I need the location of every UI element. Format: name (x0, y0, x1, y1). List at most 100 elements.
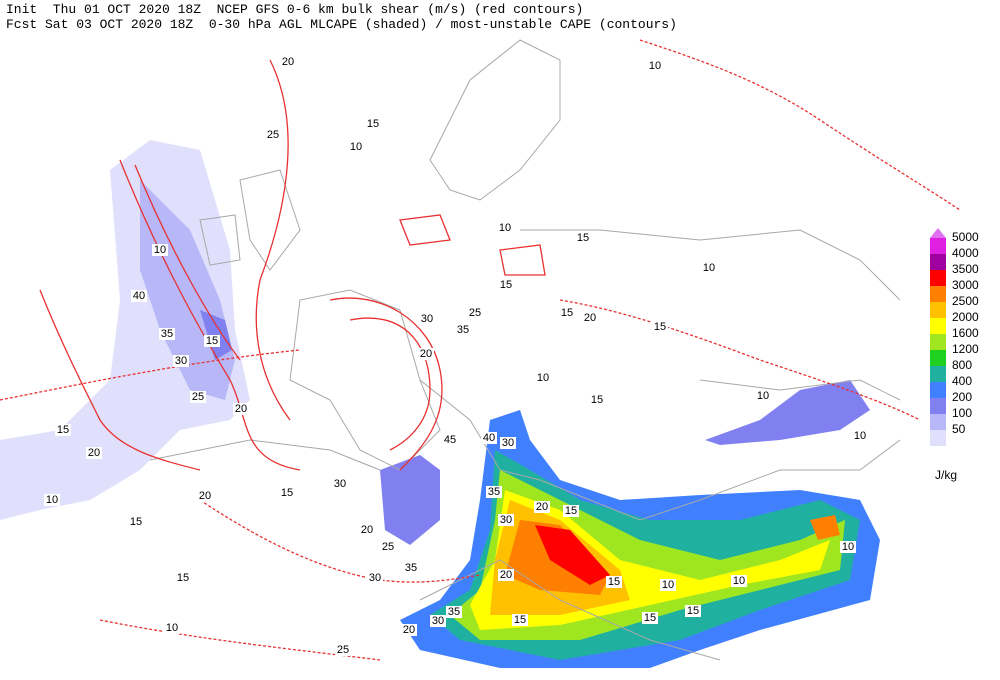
label-background (401, 624, 417, 636)
contour-label: 15 (500, 279, 512, 291)
contour-label: 20 (584, 312, 596, 324)
label-background (335, 644, 351, 656)
legend-label: 1600 (952, 326, 979, 340)
cape-area (535, 525, 610, 585)
contour-label: 15 (561, 307, 573, 319)
cape-shading (0, 140, 880, 668)
contour (99, 619, 381, 661)
label-background (159, 328, 175, 340)
contour-label: 15 (565, 505, 577, 517)
contour-label: 20 (361, 524, 373, 536)
contour-labels: 20 25 15 10 10 10 40 35 30 15 25 20 15 20 10 20 15 15 30 20… (44, 56, 868, 656)
contour-label: 30 (369, 572, 381, 584)
label-background (164, 622, 180, 634)
label-background (467, 307, 483, 319)
label-background (204, 335, 220, 347)
cape-area (380, 455, 440, 545)
label-background (498, 279, 514, 291)
contour-label: 15 (177, 572, 189, 584)
contour-label: 10 (757, 390, 769, 402)
coastline (520, 229, 901, 301)
label-background (152, 244, 168, 256)
contour-label: 25 (469, 307, 481, 319)
contour-label: 40 (133, 290, 145, 302)
legend-unit: J/kg (935, 468, 957, 482)
label-background (332, 478, 348, 490)
label-background (685, 605, 701, 617)
legend-label: 400 (952, 374, 972, 388)
label-background (430, 615, 446, 627)
coastline (199, 214, 241, 266)
label-background (535, 372, 551, 384)
legend-label: 5000 (952, 230, 979, 244)
coastline (149, 439, 381, 471)
legend-swatch (930, 254, 946, 270)
label-background (173, 355, 189, 367)
legend-label: 200 (952, 390, 972, 404)
contour-label: 20 (88, 447, 100, 459)
coastline (419, 379, 901, 521)
label-background (348, 141, 364, 153)
label-background (582, 312, 598, 324)
contour-label: 20 (235, 403, 247, 415)
contour-label: 30 (432, 615, 444, 627)
legend-label: 3000 (952, 278, 979, 292)
label-background (534, 501, 550, 513)
label-background (497, 222, 513, 234)
contour-label: 10 (733, 575, 745, 587)
legend-swatch (930, 366, 946, 382)
label-background (498, 569, 514, 581)
label-background (563, 505, 579, 517)
contour-label: 15 (367, 118, 379, 130)
contour (255, 59, 291, 421)
coastline (289, 289, 441, 471)
legend-swatch (930, 350, 946, 366)
contour-label: 45 (444, 434, 456, 446)
contour-label: 35 (488, 486, 500, 498)
contour (499, 244, 546, 276)
label-background (755, 390, 771, 402)
label-background (701, 262, 717, 274)
label-background (359, 524, 375, 536)
contour-label: 10 (154, 244, 166, 256)
legend-swatch (930, 318, 946, 334)
contour-label: 10 (649, 60, 661, 72)
legend-swatch (930, 430, 946, 446)
label-background (280, 56, 296, 68)
legend-swatch (930, 270, 946, 286)
contour (119, 159, 301, 471)
contour-label: 25 (337, 644, 349, 656)
contour-label: 30 (502, 437, 514, 449)
legend-label: 3500 (952, 262, 979, 276)
contour (349, 317, 431, 451)
label-background (731, 575, 747, 587)
label-background (403, 562, 419, 574)
contour-label: 10 (166, 622, 178, 634)
label-background (446, 606, 462, 618)
coastline (239, 169, 301, 271)
shear-contours (0, 39, 961, 661)
label-background (233, 403, 249, 415)
contour-label: 10 (46, 494, 58, 506)
legend-label: 2500 (952, 294, 979, 308)
legend-label: 4000 (952, 246, 979, 260)
contour-label: 40 (483, 432, 495, 444)
contour-label: 25 (382, 541, 394, 553)
label-background (197, 490, 213, 502)
label-background (642, 612, 658, 624)
label-background (190, 391, 206, 403)
contour-label: 20 (403, 624, 415, 636)
label-background (481, 432, 497, 444)
legend: 5000 4000 3500 3000 2500 2000 1600 1200 800 400 20… (930, 228, 979, 482)
contour (39, 289, 201, 471)
contour-label: 15 (577, 232, 589, 244)
label-background (512, 614, 528, 626)
label-background (660, 579, 676, 591)
label-background (279, 487, 295, 499)
label-background (44, 494, 60, 506)
contour-label: 15 (644, 612, 656, 624)
contour-label: 30 (175, 355, 187, 367)
contour-label: 35 (405, 562, 417, 574)
